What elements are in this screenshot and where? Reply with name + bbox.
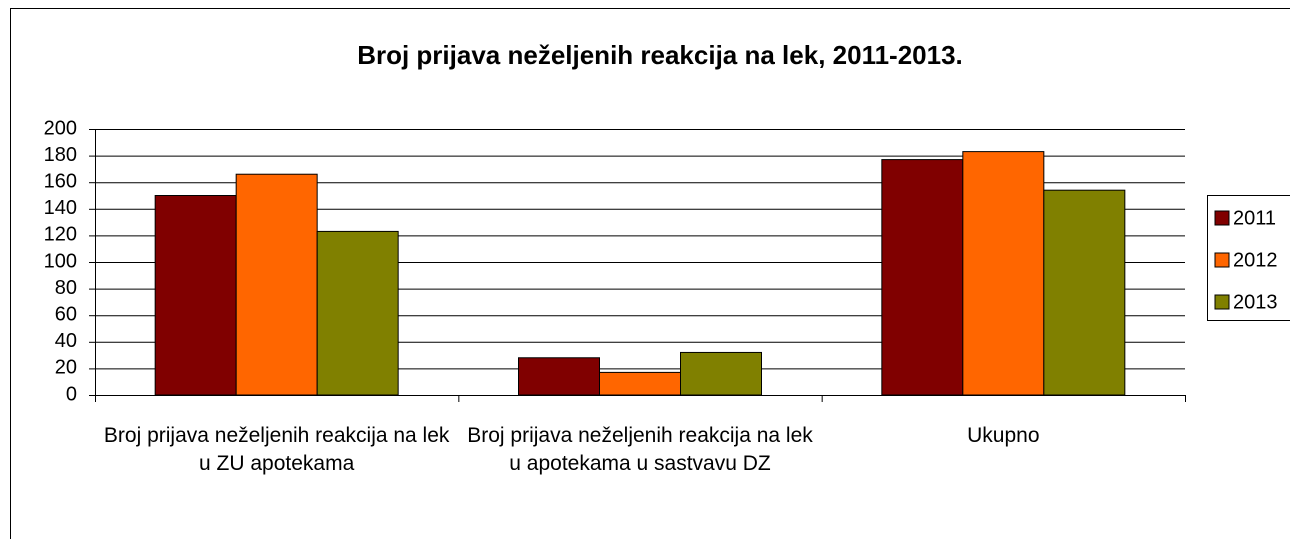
legend-label: 2013 (1233, 291, 1278, 313)
bar (154, 195, 237, 396)
bar (316, 230, 399, 396)
y-tick-label: 140 (44, 197, 77, 219)
legend-label: 2012 (1233, 249, 1278, 271)
legend-swatch (1214, 294, 1230, 310)
chart-frame (10, 8, 1290, 539)
y-tick-label: 180 (44, 144, 77, 166)
y-tick-label: 200 (44, 117, 77, 139)
legend-swatch (1214, 210, 1230, 226)
x-tick-label: Ukupno (967, 424, 1040, 447)
bar (962, 151, 1045, 396)
y-tick-label: 0 (66, 383, 77, 405)
bar (235, 173, 318, 396)
y-tick-label: 60 (55, 303, 77, 325)
y-tick-label: 20 (55, 357, 77, 379)
legend-label: 2011 (1233, 207, 1276, 229)
y-tick-label: 120 (44, 224, 77, 246)
bar (1043, 189, 1126, 396)
bar (599, 371, 681, 396)
y-tick-label: 40 (55, 330, 77, 352)
chart-title: Broj prijava neželjenih reakcija na lek,… (357, 40, 963, 70)
x-tick-label: Broj prijava neželjenih reakcija na lek … (103, 424, 450, 475)
bar (518, 357, 600, 396)
bar (680, 351, 762, 396)
y-tick-label: 80 (55, 277, 77, 299)
bar (881, 159, 964, 396)
y-tick-label: 100 (44, 250, 77, 272)
x-tick-label: Broj prijava neželjenih reakcija na lek … (467, 424, 813, 475)
legend-swatch (1214, 252, 1230, 268)
y-tick-label: 160 (44, 170, 77, 192)
